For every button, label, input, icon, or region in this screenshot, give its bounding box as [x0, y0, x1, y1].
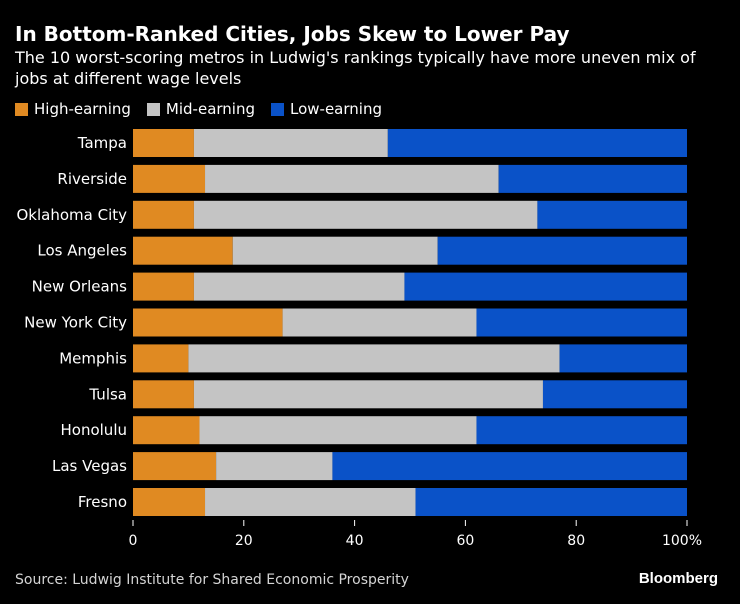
x-tick-label-0: 0: [129, 533, 138, 549]
category-label-las-vegas: Las Vegas: [52, 457, 127, 475]
legend-swatch-mid-earning: [146, 102, 160, 116]
legend-item-mid-earning: Mid-earning: [146, 100, 255, 118]
bar-new-york-city-high-earning: [133, 308, 283, 337]
bar-las-vegas-mid-earning: [216, 452, 333, 481]
bar-new-orleans-low-earning: [404, 272, 687, 301]
category-label-riverside: Riverside: [57, 170, 127, 188]
category-label-honolulu: Honolulu: [61, 421, 128, 439]
category-label-new-york-city: New York City: [24, 314, 127, 332]
category-label-tulsa: Tulsa: [88, 385, 127, 403]
bar-memphis-low-earning: [559, 344, 687, 373]
legend-label-high-earning: High-earning: [34, 100, 131, 118]
legend-swatch-high-earning: [15, 102, 28, 116]
bar-memphis-mid-earning: [188, 344, 560, 373]
chart-subtitle: The 10 worst-scoring metros in Ludwig's …: [15, 48, 696, 88]
bloomberg-logo: Bloomberg: [638, 570, 718, 587]
category-label-new-orleans: New Orleans: [32, 278, 128, 296]
bar-tampa-mid-earning: [193, 129, 388, 157]
x-tick-label-1: 20: [235, 533, 253, 549]
bar-fresno-mid-earning: [205, 488, 416, 516]
bar-new-york-city-low-earning: [476, 308, 687, 337]
x-tick-label-5: 100%: [662, 533, 702, 549]
bar-new-orleans-high-earning: [133, 272, 194, 301]
category-label-oklahoma-city: Oklahoma City: [16, 206, 127, 224]
bar-oklahoma-city-mid-earning: [193, 200, 538, 229]
bar-oklahoma-city-high-earning: [133, 200, 194, 229]
bar-riverside-mid-earning: [205, 164, 499, 193]
bar-oklahoma-city-low-earning: [537, 200, 687, 229]
category-label-fresno: Fresno: [78, 493, 127, 511]
legend-item-high-earning: High-earning: [15, 100, 131, 118]
bar-honolulu-low-earning: [476, 416, 687, 445]
bar-memphis-high-earning: [133, 344, 189, 373]
category-label-los-angeles: Los Angeles: [37, 242, 127, 260]
x-tick-label-2: 40: [346, 533, 364, 549]
bar-los-angeles-mid-earning: [232, 236, 438, 265]
bar-honolulu-mid-earning: [199, 416, 477, 445]
chart-title: In Bottom-Ranked Cities, Jobs Skew to Lo…: [15, 22, 570, 46]
bar-tampa-low-earning: [387, 129, 687, 157]
source-note: Source: Ludwig Institute for Shared Econ…: [15, 572, 409, 588]
bar-fresno-high-earning: [133, 488, 206, 516]
legend-item-low-earning: Low-earning: [271, 100, 382, 118]
bar-las-vegas-low-earning: [332, 452, 687, 481]
chart-legend: High-earning Mid-earning Low-earning: [15, 100, 398, 118]
x-tick-label-4: 80: [567, 533, 585, 549]
bar-tulsa-mid-earning: [193, 380, 543, 409]
bar-los-angeles-high-earning: [133, 236, 233, 265]
bar-riverside-low-earning: [498, 164, 687, 193]
x-tick-label-3: 60: [456, 533, 474, 549]
bar-las-vegas-high-earning: [133, 452, 217, 481]
bar-new-orleans-mid-earning: [193, 272, 405, 301]
bar-tampa-high-earning: [133, 129, 194, 157]
bar-tulsa-low-earning: [542, 380, 687, 409]
legend-label-mid-earning: Mid-earning: [165, 100, 255, 118]
bar-los-angeles-low-earning: [437, 236, 687, 265]
category-label-tampa: Tampa: [77, 134, 127, 152]
bar-new-york-city-mid-earning: [282, 308, 477, 337]
legend-label-low-earning: Low-earning: [290, 100, 382, 118]
legend-swatch-low-earning: [271, 102, 284, 116]
bar-tulsa-high-earning: [133, 380, 194, 409]
bar-riverside-high-earning: [133, 164, 206, 193]
bar-fresno-low-earning: [415, 488, 687, 516]
bar-honolulu-high-earning: [133, 416, 200, 445]
category-label-memphis: Memphis: [59, 349, 127, 367]
